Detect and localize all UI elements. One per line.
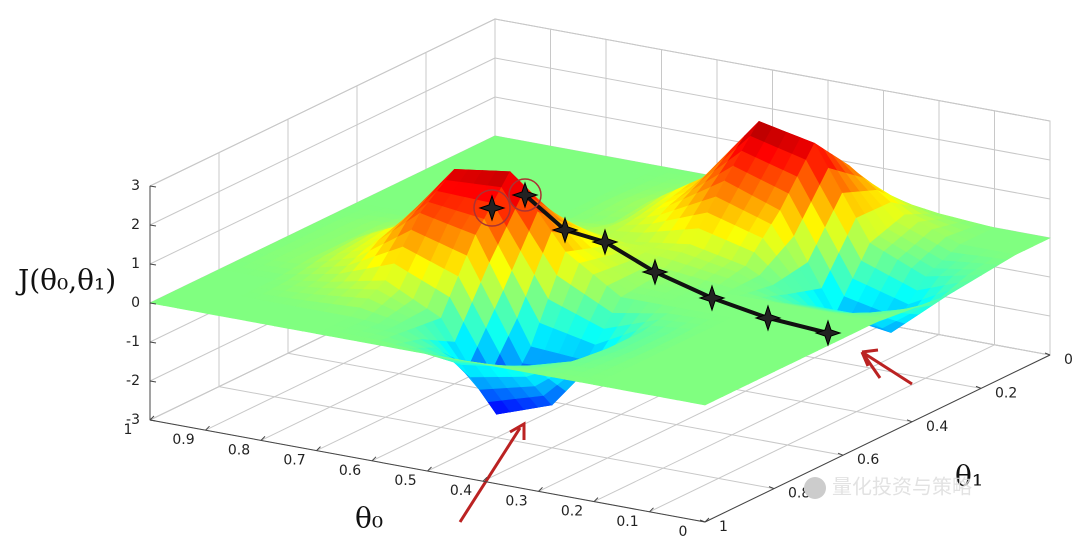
arrow	[458, 427, 522, 523]
x-tick-label: 0.3	[505, 493, 527, 509]
x-axis-label: θ₀	[355, 502, 383, 535]
star-marker	[511, 181, 539, 209]
z-tick	[149, 302, 157, 305]
star-marker	[641, 258, 669, 286]
z-tick-label: 0	[131, 295, 140, 311]
x-tick	[371, 456, 377, 462]
surface-patch	[690, 397, 715, 406]
x-tick	[316, 446, 321, 451]
z-tick-label: 2	[131, 217, 140, 233]
x-tick	[538, 487, 543, 492]
z-tick-label: 3	[131, 178, 140, 194]
arrow-head	[860, 348, 879, 367]
y-axis	[704, 354, 1051, 523]
star-marker	[814, 319, 842, 347]
y-tick-label: 0.4	[926, 419, 948, 435]
circle-marker	[508, 178, 542, 212]
grid-line	[149, 96, 496, 265]
star-marker	[478, 194, 506, 222]
star-marker	[551, 216, 579, 244]
x-tick	[704, 517, 710, 523]
x-tick-label: 0.7	[283, 453, 305, 469]
x-tick-label: 0.5	[394, 473, 416, 489]
y-tick-label: 0.6	[857, 452, 879, 468]
circle-marker	[473, 189, 511, 227]
z-tick	[149, 341, 157, 344]
y-tick-label: 0	[1064, 352, 1073, 368]
y-tick	[837, 452, 844, 456]
grid-line	[593, 334, 940, 503]
x-tick-label: 0.2	[561, 504, 583, 520]
x-tick	[427, 466, 432, 472]
x-tick	[649, 507, 654, 513]
y-tick	[906, 419, 913, 423]
x-tick-label: 0.9	[172, 432, 194, 448]
z-tick-label: 1	[131, 256, 140, 272]
z-tick-label: -2	[126, 373, 140, 389]
y-tick	[1044, 352, 1051, 356]
descent-path	[458, 178, 913, 523]
arrow-head	[509, 421, 526, 440]
axes: -3 -2 -1 0 1 2 3 0 0.1 0.2 0.3 0.4 0.5 0.6 0.7 0.8 0.9 1 0…	[124, 178, 1073, 540]
y-tick	[975, 385, 982, 389]
x-tick-label: 0.8	[228, 442, 250, 458]
y-tick	[768, 486, 775, 490]
x-tick-label: 0.1	[616, 514, 638, 530]
x-tick-label: 1	[124, 422, 133, 438]
grid-line	[538, 323, 884, 492]
watermark-logo: 量化投资与策略	[832, 475, 972, 499]
watermark-credit: 头条 @量化投资与策略	[790, 515, 1017, 540]
z-axis-label: J(θ₀,θ₁)	[15, 264, 116, 297]
x-tick-label: 0.4	[450, 483, 472, 499]
grid-line	[149, 57, 496, 226]
y-axis-label: θ₁	[955, 460, 983, 493]
x-tick	[260, 436, 266, 441]
z-tick	[149, 224, 157, 227]
x-tick	[205, 425, 210, 431]
y-tick-label: 1	[719, 519, 728, 535]
x-tick	[149, 415, 155, 421]
logo-icon	[804, 477, 826, 499]
y-tick	[699, 519, 706, 523]
star-marker	[754, 304, 782, 332]
grid-line	[149, 18, 496, 187]
z-tick	[149, 380, 157, 383]
star-marker	[591, 228, 619, 256]
z-tick	[149, 263, 157, 266]
x-tick	[593, 497, 599, 502]
z-tick-label: -1	[126, 334, 140, 350]
z-tick-label: -3	[126, 412, 140, 428]
grid-line	[649, 344, 995, 513]
y-tick-label: 0.2	[995, 385, 1017, 401]
z-tick	[149, 185, 157, 188]
x-tick-label: 0	[679, 524, 688, 540]
star-marker	[698, 284, 726, 312]
x-tick	[482, 476, 488, 482]
x-tick-label: 0.6	[339, 463, 361, 479]
z-tick	[149, 419, 157, 422]
